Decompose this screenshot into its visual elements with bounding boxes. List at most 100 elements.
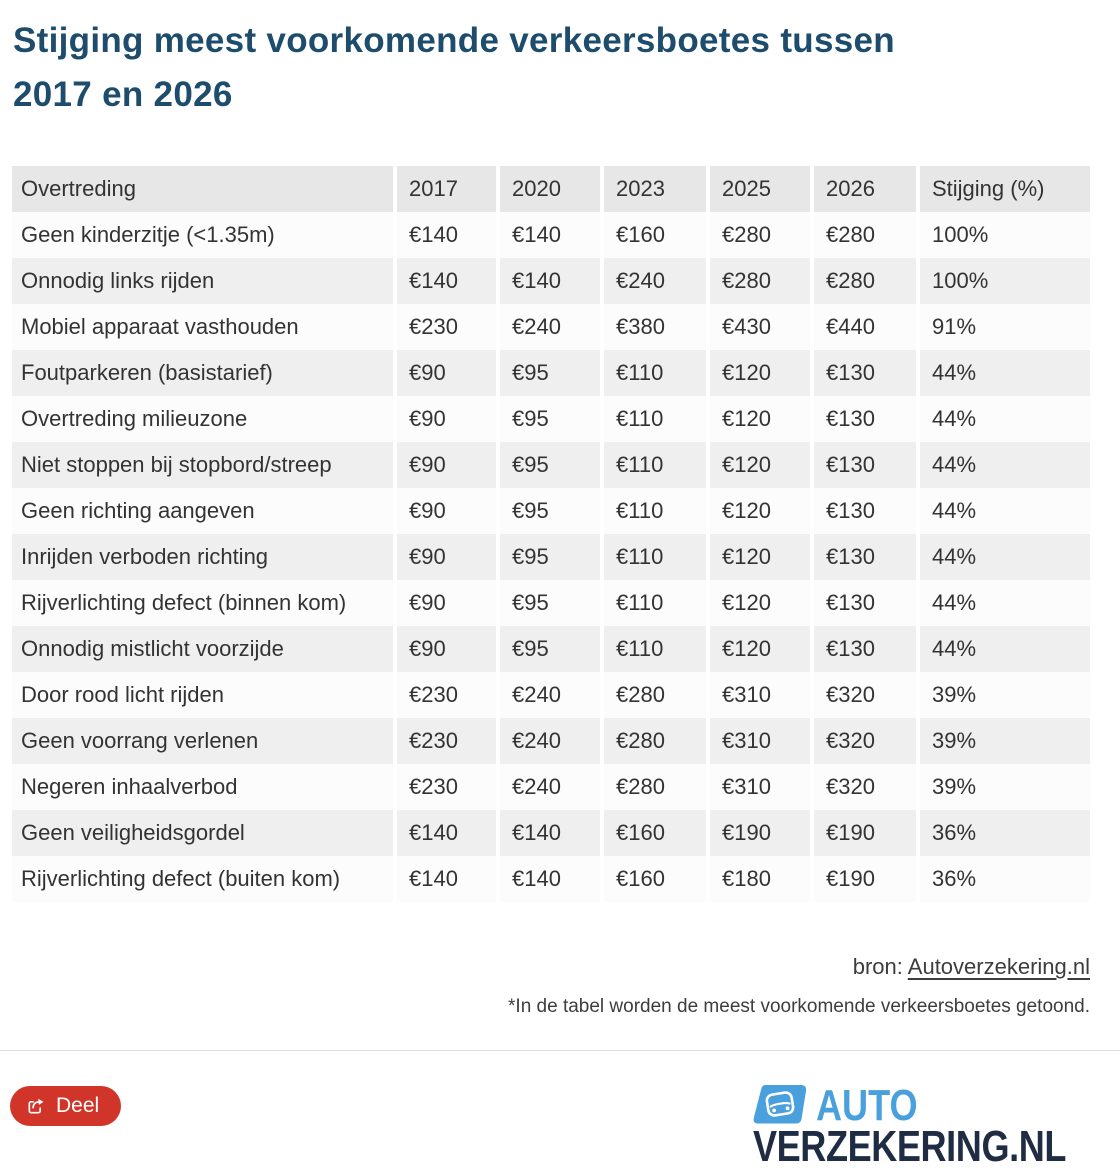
fine-value-cell: €120 (706, 580, 812, 626)
fine-value-cell: €280 (810, 258, 918, 304)
divider (0, 1050, 1120, 1051)
column-header-stijging: Stijging (%) (916, 166, 1090, 212)
fine-value-cell: €120 (706, 626, 812, 672)
fine-value-cell: €140 (496, 856, 602, 902)
fine-value-cell: €120 (706, 488, 812, 534)
fine-value-cell: €90 (393, 442, 498, 488)
fine-value-cell: €230 (393, 718, 498, 764)
source-prefix: bron: (852, 954, 908, 979)
table-row: Foutparkeren (basistarief) €90 €95 €110 €120… (12, 350, 1090, 396)
fine-value-cell: €110 (600, 626, 708, 672)
fine-value-cell: €110 (600, 350, 708, 396)
increase-cell: 39% (916, 672, 1090, 718)
table-row: Rijverlichting defect (buiten kom) €140 €1… (12, 856, 1090, 902)
share-button[interactable]: Deel (10, 1086, 122, 1126)
violation-cell: Inrijden verboden richting (21, 544, 269, 569)
fine-value-cell: €95 (496, 442, 602, 488)
fine-value-cell: €140 (496, 810, 602, 856)
violation-cell: Geen voorrang verlenen (21, 728, 259, 753)
violation-cell: Foutparkeren (basistarief) (21, 360, 273, 385)
table-row: Negeren inhaalverbod €230 €240 €280 €310 €320… (12, 764, 1090, 810)
table-row: Onnodig mistlicht voorzijde €90 €95 €110 €12… (12, 626, 1090, 672)
fine-value-cell: €110 (600, 534, 708, 580)
fine-value-cell: €230 (393, 304, 498, 350)
fine-value-cell: €190 (810, 810, 918, 856)
fines-table: Overtreding 2017 2020 2023 2025 2026 Sti… (12, 166, 1090, 902)
fine-value-cell: €280 (810, 212, 918, 258)
fine-value-cell: €430 (706, 304, 812, 350)
table-row: Overtreding milieuzone €90 €95 €110 €120 €130… (12, 396, 1090, 442)
fine-value-cell: €110 (600, 396, 708, 442)
fine-value-cell: €160 (600, 810, 708, 856)
fine-value-cell: €95 (496, 534, 602, 580)
fine-value-cell: €240 (496, 672, 602, 718)
increase-cell: 44% (916, 580, 1090, 626)
share-button-label: Deel (56, 1094, 100, 1117)
source-link[interactable]: Autoverzekering.nl (907, 954, 1090, 979)
increase-cell: 44% (916, 534, 1090, 580)
logo-text-auto: AUTO (816, 1081, 918, 1130)
bottom-bar: Deel AUTO VERZEKERING. (0, 1059, 1120, 1169)
violation-cell: Rijverlichting defect (buiten kom) (21, 866, 341, 891)
fine-value-cell: €130 (810, 442, 918, 488)
fine-value-cell: €120 (706, 350, 812, 396)
increase-cell: 44% (916, 626, 1090, 672)
increase-cell: 100% (916, 212, 1090, 258)
fine-value-cell: €110 (600, 442, 708, 488)
fine-value-cell: €280 (600, 718, 708, 764)
fine-value-cell: €190 (706, 810, 812, 856)
fine-value-cell: €160 (600, 856, 708, 902)
increase-cell: 44% (916, 488, 1090, 534)
violation-cell: Mobiel apparaat vasthouden (21, 314, 299, 339)
fine-value-cell: €110 (600, 580, 708, 626)
fine-value-cell: €130 (810, 534, 918, 580)
table-row: Geen richting aangeven €90 €95 €110 €120 €130… (12, 488, 1090, 534)
page-title-line-1: Stijging meest voorkomende verkeersboete… (13, 21, 895, 60)
violation-cell: Geen kinderzitje (<1.35m) (21, 222, 275, 247)
fine-value-cell: €310 (706, 718, 812, 764)
increase-cell: 36% (916, 856, 1090, 902)
fine-value-cell: €140 (496, 212, 602, 258)
fine-value-cell: €230 (393, 764, 498, 810)
fine-value-cell: €90 (393, 580, 498, 626)
fine-value-cell: €110 (600, 488, 708, 534)
table-row: Door rood licht rijden €230 €240 €280 €310 €3… (12, 672, 1090, 718)
fine-value-cell: €130 (810, 350, 918, 396)
table-row: Rijverlichting defect (binnen kom) €90 €95… (12, 580, 1090, 626)
fine-value-cell: €240 (496, 718, 602, 764)
fine-value-cell: €320 (810, 672, 918, 718)
increase-cell: 44% (916, 396, 1090, 442)
fine-value-cell: €380 (600, 304, 708, 350)
fine-value-cell: €310 (706, 672, 812, 718)
source-line: bron: Autoverzekering.nl (0, 954, 1090, 980)
increase-cell: 39% (916, 764, 1090, 810)
brand-logo: AUTO VERZEKERING.NL (753, 1081, 1093, 1169)
column-header-2025: 2025 (706, 166, 812, 212)
column-header-2026: 2026 (810, 166, 918, 212)
fine-value-cell: €240 (496, 304, 602, 350)
brand-logo-top: AUTO (753, 1081, 940, 1130)
infographic-page: Stijging meest voorkomende verkeersboete… (0, 14, 1120, 1172)
fine-value-cell: €130 (810, 488, 918, 534)
table-row: Niet stoppen bij stopbord/streep €90 €95 €1… (12, 442, 1090, 488)
column-header-2023: 2023 (600, 166, 708, 212)
increase-cell: 44% (916, 350, 1090, 396)
fine-value-cell: €95 (496, 396, 602, 442)
fine-value-cell: €280 (706, 212, 812, 258)
fine-value-cell: €320 (810, 764, 918, 810)
fine-value-cell: €240 (496, 764, 602, 810)
violation-cell: Overtreding milieuzone (21, 406, 248, 431)
violation-cell: Geen richting aangeven (21, 498, 255, 523)
table-row: Inrijden verboden richting €90 €95 €110 €120… (12, 534, 1090, 580)
fine-value-cell: €140 (393, 258, 498, 304)
car-icon (753, 1084, 807, 1129)
increase-cell: 100% (916, 258, 1090, 304)
fine-value-cell: €320 (810, 718, 918, 764)
fine-value-cell: €280 (706, 258, 812, 304)
fine-value-cell: €180 (706, 856, 812, 902)
fine-value-cell: €140 (393, 856, 498, 902)
fine-value-cell: €140 (496, 258, 602, 304)
violation-cell: Rijverlichting defect (binnen kom) (21, 590, 347, 615)
fine-value-cell: €140 (393, 810, 498, 856)
fine-value-cell: €120 (706, 534, 812, 580)
